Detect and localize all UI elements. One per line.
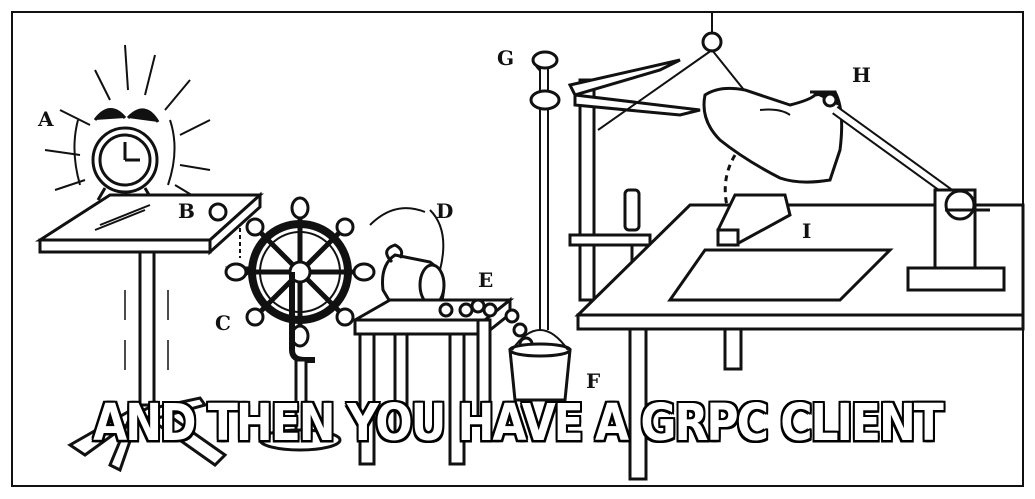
label-f: F — [586, 369, 600, 393]
label-e: E — [478, 268, 493, 292]
desk — [574, 188, 1025, 481]
ship-wheel — [224, 196, 376, 452]
label-c: C — [215, 311, 231, 335]
meme-caption: AND THEN YOU HAVE A GRPC CLIENT — [92, 393, 945, 454]
label-i: I — [802, 219, 811, 243]
label-d: D — [436, 199, 453, 223]
label-h: H — [852, 63, 871, 87]
label-a: A — [37, 107, 54, 131]
alarm-clock — [44, 44, 211, 201]
scissors-stand — [529, 50, 701, 330]
label-g: G — [497, 46, 514, 70]
bucket — [508, 329, 572, 402]
label-b: B — [178, 199, 195, 223]
marble — [208, 202, 228, 222]
small-table — [34, 191, 264, 473]
stool-with-cup — [349, 207, 534, 466]
dashed-kick-line — [723, 154, 737, 211]
